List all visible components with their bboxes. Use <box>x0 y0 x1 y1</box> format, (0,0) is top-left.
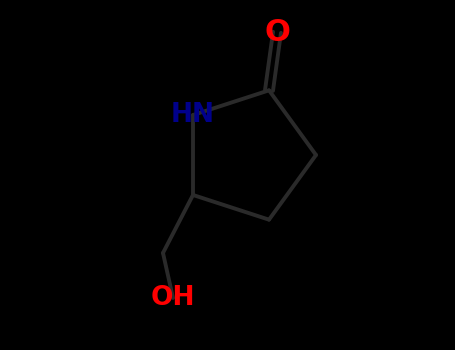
Text: HN: HN <box>171 102 215 128</box>
Text: OH: OH <box>151 285 195 311</box>
Text: O: O <box>264 18 290 47</box>
